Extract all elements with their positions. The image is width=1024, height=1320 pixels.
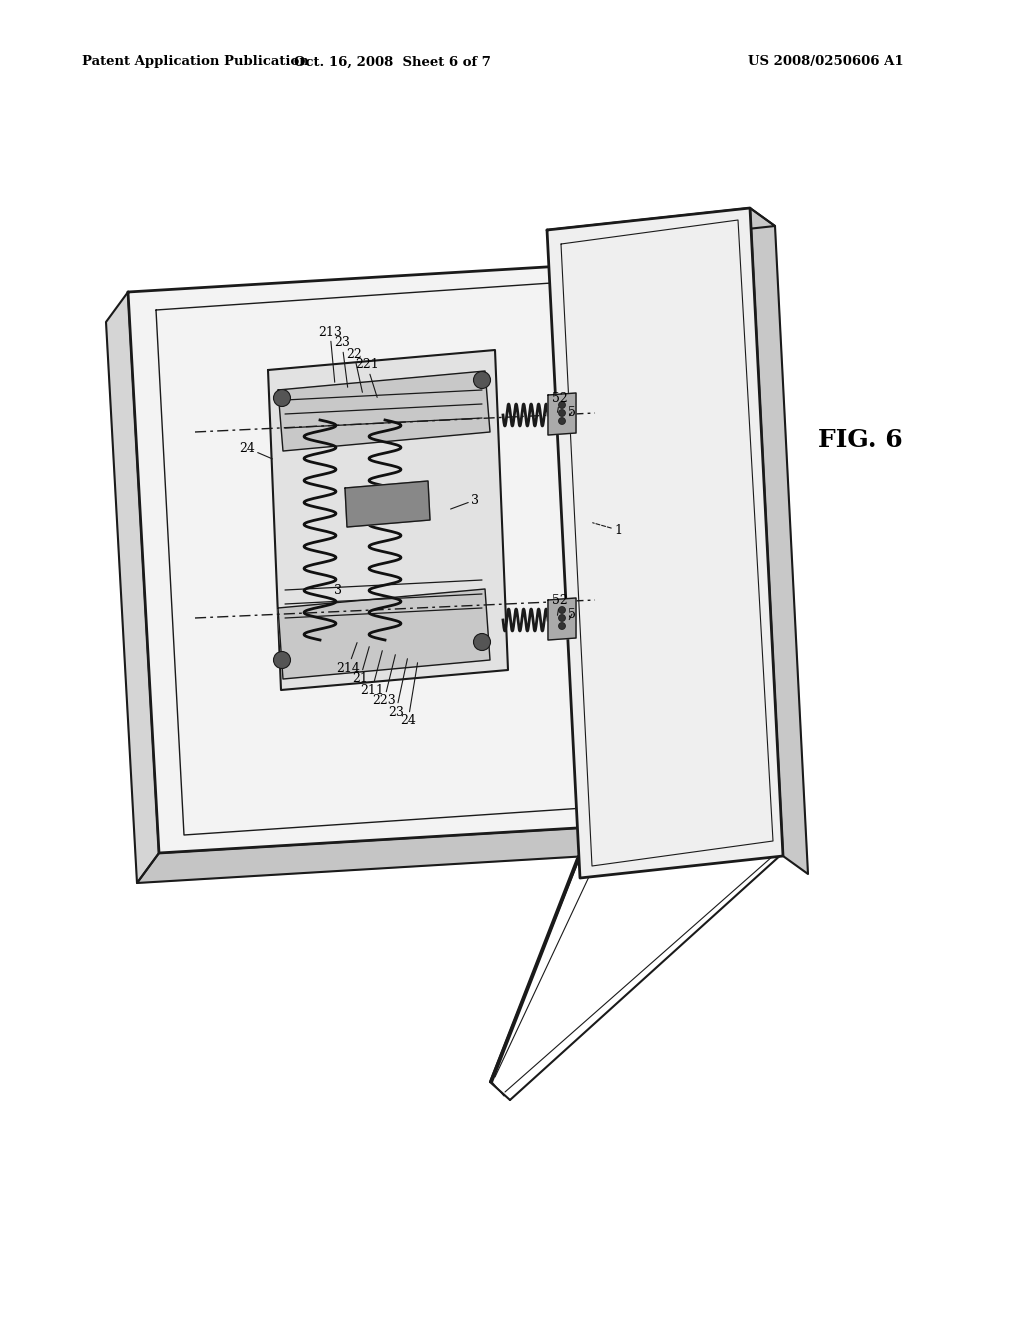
Polygon shape bbox=[547, 209, 775, 248]
Circle shape bbox=[558, 615, 565, 622]
Polygon shape bbox=[156, 273, 732, 836]
Text: 24: 24 bbox=[400, 663, 418, 727]
Text: 223: 223 bbox=[372, 655, 396, 708]
Text: 213: 213 bbox=[318, 326, 342, 383]
Text: 22: 22 bbox=[346, 347, 362, 392]
Circle shape bbox=[273, 389, 291, 407]
Polygon shape bbox=[548, 598, 575, 640]
Polygon shape bbox=[547, 209, 783, 878]
Text: 21: 21 bbox=[352, 647, 370, 685]
Circle shape bbox=[473, 634, 490, 651]
Text: 5: 5 bbox=[568, 405, 575, 418]
Circle shape bbox=[473, 371, 490, 388]
Circle shape bbox=[558, 606, 565, 614]
Polygon shape bbox=[548, 393, 575, 436]
Circle shape bbox=[558, 623, 565, 630]
Text: 52: 52 bbox=[552, 594, 568, 615]
Polygon shape bbox=[278, 589, 490, 678]
Polygon shape bbox=[750, 209, 808, 874]
Text: 3: 3 bbox=[451, 494, 479, 510]
Circle shape bbox=[558, 409, 565, 417]
Text: US 2008/0250606 A1: US 2008/0250606 A1 bbox=[748, 55, 903, 69]
Text: 52: 52 bbox=[552, 392, 568, 412]
Polygon shape bbox=[345, 480, 430, 527]
Text: 23: 23 bbox=[388, 659, 408, 718]
Text: 24: 24 bbox=[239, 441, 272, 459]
Circle shape bbox=[558, 401, 565, 408]
Polygon shape bbox=[278, 371, 490, 451]
Text: 221: 221 bbox=[355, 359, 379, 397]
Polygon shape bbox=[490, 855, 580, 1082]
Text: FIG. 6: FIG. 6 bbox=[818, 428, 902, 451]
Text: 214: 214 bbox=[336, 643, 360, 675]
Polygon shape bbox=[268, 350, 508, 690]
Polygon shape bbox=[561, 220, 773, 866]
Polygon shape bbox=[128, 257, 744, 853]
Polygon shape bbox=[106, 292, 159, 883]
Text: Patent Application Publication: Patent Application Publication bbox=[82, 55, 309, 69]
Circle shape bbox=[273, 652, 291, 668]
Polygon shape bbox=[137, 818, 744, 883]
Text: 5: 5 bbox=[568, 607, 575, 620]
Text: Oct. 16, 2008  Sheet 6 of 7: Oct. 16, 2008 Sheet 6 of 7 bbox=[294, 55, 490, 69]
Text: 211: 211 bbox=[360, 651, 384, 697]
Text: 3: 3 bbox=[334, 578, 342, 597]
Text: 23: 23 bbox=[334, 337, 350, 387]
Text: 1: 1 bbox=[593, 523, 622, 536]
Circle shape bbox=[558, 417, 565, 425]
